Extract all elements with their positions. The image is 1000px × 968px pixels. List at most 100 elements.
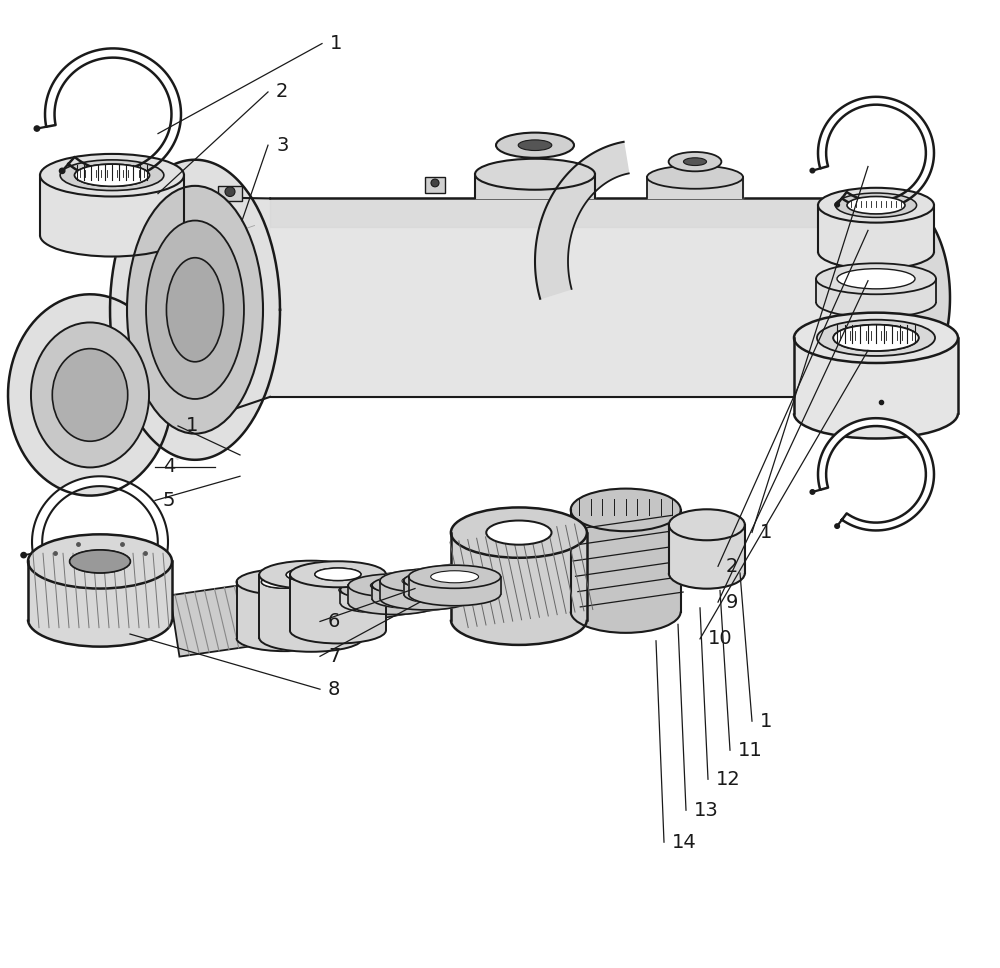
Circle shape (810, 168, 815, 173)
Ellipse shape (70, 550, 130, 573)
Polygon shape (40, 154, 184, 257)
Polygon shape (106, 319, 215, 414)
Ellipse shape (60, 160, 164, 191)
Polygon shape (818, 97, 934, 209)
Polygon shape (895, 198, 950, 397)
Circle shape (835, 202, 839, 207)
Ellipse shape (390, 580, 430, 590)
Ellipse shape (261, 576, 308, 589)
Ellipse shape (286, 568, 336, 582)
Circle shape (47, 597, 53, 602)
Polygon shape (259, 527, 720, 634)
Ellipse shape (683, 158, 707, 166)
Polygon shape (348, 574, 440, 615)
Text: 7: 7 (328, 647, 340, 666)
Ellipse shape (431, 571, 479, 583)
Ellipse shape (486, 521, 552, 545)
Polygon shape (818, 188, 934, 269)
Polygon shape (237, 569, 333, 651)
Polygon shape (380, 569, 472, 610)
Circle shape (810, 490, 815, 495)
Ellipse shape (669, 152, 721, 171)
Ellipse shape (315, 568, 361, 581)
Polygon shape (115, 294, 178, 460)
Ellipse shape (370, 580, 418, 591)
Ellipse shape (290, 561, 386, 588)
Ellipse shape (70, 550, 130, 573)
Polygon shape (270, 198, 895, 227)
Polygon shape (170, 582, 271, 656)
Bar (425, 177, 445, 193)
Text: 11: 11 (738, 741, 763, 760)
Ellipse shape (146, 221, 244, 399)
Ellipse shape (847, 197, 905, 214)
Ellipse shape (669, 509, 745, 540)
Ellipse shape (237, 569, 333, 595)
Text: 9: 9 (726, 592, 738, 612)
Polygon shape (110, 160, 280, 460)
Circle shape (225, 187, 235, 197)
Ellipse shape (259, 560, 363, 589)
Ellipse shape (833, 324, 919, 351)
Polygon shape (794, 313, 958, 439)
Ellipse shape (359, 585, 398, 594)
Bar (218, 186, 242, 201)
Polygon shape (32, 476, 168, 608)
Ellipse shape (372, 576, 448, 594)
Text: 13: 13 (694, 801, 719, 820)
Polygon shape (340, 580, 416, 613)
Ellipse shape (31, 322, 149, 468)
Text: 1: 1 (760, 523, 772, 542)
Ellipse shape (837, 269, 915, 288)
Polygon shape (259, 560, 363, 651)
Polygon shape (669, 509, 745, 589)
Polygon shape (372, 576, 448, 608)
Ellipse shape (816, 263, 936, 294)
Ellipse shape (402, 575, 450, 587)
Ellipse shape (451, 507, 587, 558)
Ellipse shape (422, 576, 462, 586)
Text: 2: 2 (726, 557, 738, 576)
Text: 12: 12 (716, 770, 741, 789)
Text: 3: 3 (276, 136, 288, 155)
Ellipse shape (28, 534, 172, 589)
Ellipse shape (339, 584, 387, 596)
Ellipse shape (340, 580, 416, 599)
Polygon shape (45, 48, 181, 180)
Text: 1: 1 (760, 711, 772, 731)
Polygon shape (195, 197, 270, 422)
Ellipse shape (794, 313, 958, 363)
Ellipse shape (315, 568, 361, 581)
Circle shape (431, 179, 439, 187)
Text: 1: 1 (330, 34, 342, 53)
Ellipse shape (380, 569, 472, 592)
Polygon shape (290, 561, 386, 644)
Ellipse shape (409, 565, 501, 589)
Polygon shape (535, 142, 629, 299)
Text: 1: 1 (186, 416, 198, 436)
Polygon shape (270, 198, 895, 397)
Circle shape (21, 553, 26, 558)
Polygon shape (475, 174, 595, 198)
Ellipse shape (166, 257, 224, 362)
Ellipse shape (833, 324, 919, 351)
Polygon shape (8, 294, 172, 496)
Ellipse shape (647, 166, 743, 189)
Text: 10: 10 (708, 629, 733, 649)
Ellipse shape (348, 574, 440, 597)
Circle shape (835, 524, 839, 529)
Ellipse shape (496, 133, 574, 158)
Ellipse shape (317, 579, 409, 602)
Text: 4: 4 (163, 457, 175, 476)
Circle shape (34, 126, 40, 132)
Ellipse shape (75, 165, 149, 186)
Polygon shape (28, 534, 172, 647)
Text: 8: 8 (328, 680, 340, 699)
Ellipse shape (286, 568, 336, 582)
Polygon shape (647, 177, 743, 198)
Polygon shape (818, 418, 934, 530)
Ellipse shape (818, 188, 934, 223)
Polygon shape (571, 489, 681, 633)
Ellipse shape (52, 348, 128, 441)
Ellipse shape (40, 154, 184, 197)
